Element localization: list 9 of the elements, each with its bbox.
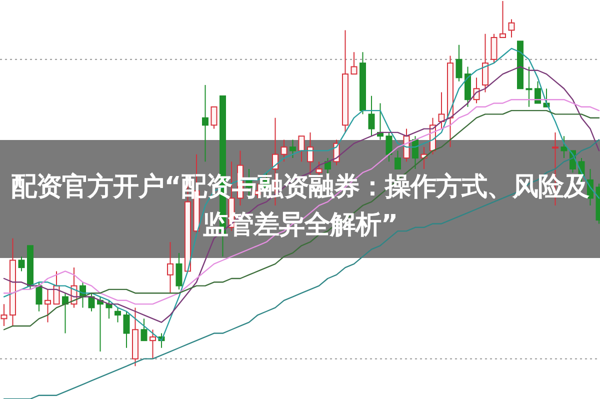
candlestick <box>560 136 568 159</box>
candlestick <box>447 55 454 148</box>
candlestick <box>167 241 174 294</box>
candlestick <box>456 44 462 82</box>
candlestick <box>526 66 532 108</box>
candlestick <box>0 304 8 326</box>
candlestick <box>44 288 51 323</box>
candlestick <box>10 238 16 326</box>
candlestick <box>202 84 208 162</box>
